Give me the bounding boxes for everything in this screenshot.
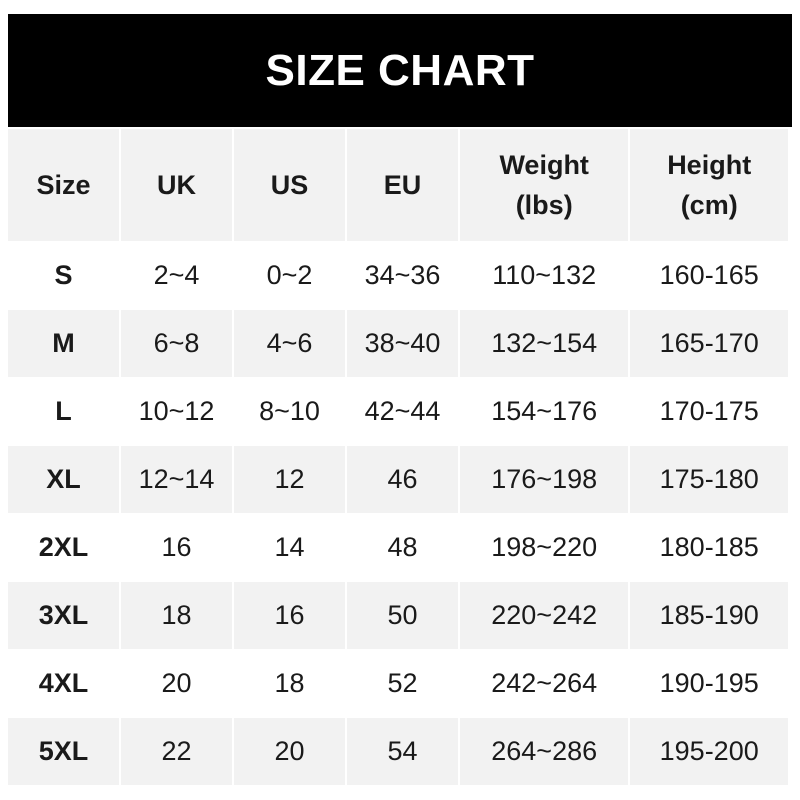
cell-weight: 176~198 bbox=[460, 446, 629, 513]
cell-height: 195-200 bbox=[630, 718, 788, 785]
size-chart-table: Size UK US EU Weight (lbs) Height (cm) S 2~4 0~… bbox=[6, 128, 790, 786]
cell-size: L bbox=[8, 378, 119, 445]
column-header-height: Height (cm) bbox=[630, 129, 788, 241]
cell-eu: 38~40 bbox=[347, 310, 458, 377]
cell-weight: 132~154 bbox=[460, 310, 629, 377]
cell-size: 4XL bbox=[8, 650, 119, 717]
cell-size: 5XL bbox=[8, 718, 119, 785]
cell-weight: 198~220 bbox=[460, 514, 629, 581]
cell-size: XL bbox=[8, 446, 119, 513]
cell-uk: 18 bbox=[121, 582, 232, 649]
cell-size: M bbox=[8, 310, 119, 377]
cell-eu: 54 bbox=[347, 718, 458, 785]
cell-eu: 42~44 bbox=[347, 378, 458, 445]
cell-height: 185-190 bbox=[630, 582, 788, 649]
cell-eu: 50 bbox=[347, 582, 458, 649]
cell-eu: 46 bbox=[347, 446, 458, 513]
cell-size: 2XL bbox=[8, 514, 119, 581]
cell-us: 4~6 bbox=[234, 310, 345, 377]
cell-height: 160-165 bbox=[630, 242, 788, 309]
cell-weight: 242~264 bbox=[460, 650, 629, 717]
cell-weight: 110~132 bbox=[460, 242, 629, 309]
cell-us: 14 bbox=[234, 514, 345, 581]
cell-weight: 154~176 bbox=[460, 378, 629, 445]
column-header-us: US bbox=[234, 129, 345, 241]
table-row: 3XL 18 16 50 220~242 185-190 bbox=[8, 582, 788, 649]
cell-height: 170-175 bbox=[630, 378, 788, 445]
cell-uk: 12~14 bbox=[121, 446, 232, 513]
size-chart-title: SIZE CHART bbox=[8, 14, 792, 127]
cell-uk: 10~12 bbox=[121, 378, 232, 445]
table-row: 2XL 16 14 48 198~220 180-185 bbox=[8, 514, 788, 581]
table-row: 5XL 22 20 54 264~286 195-200 bbox=[8, 718, 788, 785]
cell-size: 3XL bbox=[8, 582, 119, 649]
cell-us: 16 bbox=[234, 582, 345, 649]
cell-us: 8~10 bbox=[234, 378, 345, 445]
cell-us: 12 bbox=[234, 446, 345, 513]
column-header-eu: EU bbox=[347, 129, 458, 241]
cell-uk: 2~4 bbox=[121, 242, 232, 309]
table-row: 4XL 20 18 52 242~264 190-195 bbox=[8, 650, 788, 717]
cell-weight: 220~242 bbox=[460, 582, 629, 649]
cell-uk: 22 bbox=[121, 718, 232, 785]
table-row: L 10~12 8~10 42~44 154~176 170-175 bbox=[8, 378, 788, 445]
table-row: M 6~8 4~6 38~40 132~154 165-170 bbox=[8, 310, 788, 377]
cell-eu: 48 bbox=[347, 514, 458, 581]
cell-height: 165-170 bbox=[630, 310, 788, 377]
cell-us: 0~2 bbox=[234, 242, 345, 309]
cell-height: 175-180 bbox=[630, 446, 788, 513]
column-header-uk: UK bbox=[121, 129, 232, 241]
column-header-size: Size bbox=[8, 129, 119, 241]
table-row: S 2~4 0~2 34~36 110~132 160-165 bbox=[8, 242, 788, 309]
column-header-weight: Weight (lbs) bbox=[460, 129, 629, 241]
cell-eu: 34~36 bbox=[347, 242, 458, 309]
cell-eu: 52 bbox=[347, 650, 458, 717]
header-row: Size UK US EU Weight (lbs) Height (cm) bbox=[8, 129, 788, 241]
cell-size: S bbox=[8, 242, 119, 309]
cell-uk: 6~8 bbox=[121, 310, 232, 377]
cell-uk: 20 bbox=[121, 650, 232, 717]
cell-height: 190-195 bbox=[630, 650, 788, 717]
cell-us: 20 bbox=[234, 718, 345, 785]
cell-uk: 16 bbox=[121, 514, 232, 581]
cell-weight: 264~286 bbox=[460, 718, 629, 785]
cell-height: 180-185 bbox=[630, 514, 788, 581]
table-row: XL 12~14 12 46 176~198 175-180 bbox=[8, 446, 788, 513]
cell-us: 18 bbox=[234, 650, 345, 717]
